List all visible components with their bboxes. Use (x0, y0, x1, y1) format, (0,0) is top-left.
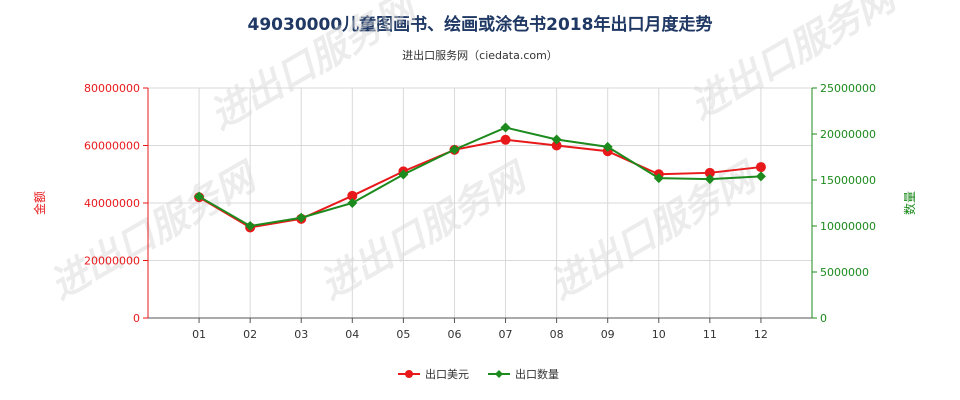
watermark-text: 进出口服务网 (683, 0, 907, 128)
series-2-point (653, 173, 664, 184)
x-axis-tick-label: 10 (652, 328, 666, 341)
x-axis-tick-label: 06 (447, 328, 461, 341)
watermark-text: 进出口服务网 (43, 153, 267, 308)
x-axis-tick-label: 04 (345, 328, 359, 341)
left-axis-tick-label: 20000000 (84, 255, 140, 268)
right-axis-tick-label: 10000000 (820, 220, 876, 233)
chart-title: 49030000儿童图画书、绘画或涂色书2018年出口月度走势 (247, 15, 713, 35)
series-2-point (245, 221, 256, 231)
series-2-point (296, 212, 307, 223)
right-axis-tick-label: 15000000 (820, 174, 876, 187)
series-1-point (704, 167, 715, 178)
series-2-point (500, 122, 511, 133)
series-1-point (347, 190, 358, 201)
left-axis-title: 金额 (32, 191, 47, 215)
x-axis-tick-label: 09 (601, 328, 615, 341)
series-2-point (449, 144, 460, 155)
series-2-point (551, 134, 562, 145)
watermark-text: 进出口服务网 (203, 0, 427, 138)
legend-marker (405, 370, 413, 378)
left-axis-tick-label: 60000000 (84, 140, 140, 153)
x-axis-tick-label: 05 (396, 328, 410, 341)
left-axis-tick-label: 40000000 (84, 197, 140, 210)
right-axis-tick-label: 25000000 (820, 82, 876, 95)
left-axis-tick-label: 0 (133, 312, 140, 325)
x-axis-tick-label: 08 (550, 328, 564, 341)
series-line-1 (198, 138, 762, 229)
series-2-point (704, 174, 715, 185)
legend-label: 出口美元 (425, 367, 469, 381)
series-2-point (347, 198, 358, 208)
x-axis-tick-label: 01 (192, 328, 206, 341)
x-axis-tick-label: 11 (703, 328, 717, 341)
watermark-text: 进出口服务网 (313, 153, 537, 308)
series-2-point (194, 191, 205, 202)
series-line-2 (198, 126, 761, 228)
right-axis-title: 数量 (902, 191, 917, 215)
legend-label: 出口数量 (515, 367, 559, 381)
x-axis-tick-label: 07 (499, 328, 513, 341)
x-axis-tick-label: 03 (294, 328, 308, 341)
x-axis-tick-label: 02 (243, 328, 257, 341)
right-axis-tick-label: 0 (820, 312, 827, 325)
right-axis-tick-label: 20000000 (820, 128, 876, 141)
chart-subtitle: 进出口服务网（ciedata.com） (402, 49, 558, 62)
right-axis-tick-label: 5000000 (820, 266, 869, 279)
series-1-point (500, 134, 511, 145)
legend-marker (495, 370, 503, 378)
series-1-point (755, 162, 766, 173)
left-axis-tick-label: 80000000 (84, 82, 140, 95)
series-2-point (602, 141, 613, 152)
series-2-point (398, 169, 409, 180)
series-1-point (551, 140, 562, 151)
series-2-point (755, 171, 766, 182)
x-axis-tick-label: 12 (754, 328, 768, 341)
